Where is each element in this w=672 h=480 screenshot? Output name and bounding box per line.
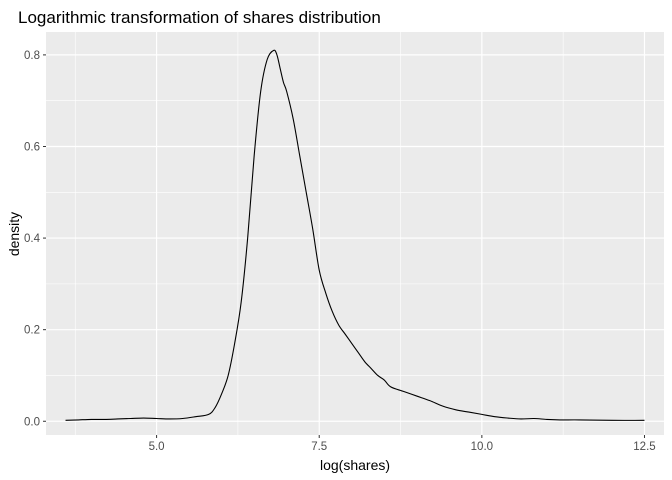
x-tick-label: 12.5 [633,441,655,453]
x-tick-label: 10.0 [471,441,493,453]
chart-title: Logarithmic transformation of shares dis… [18,8,381,27]
major-gridlines [46,32,664,435]
density-line [65,49,645,421]
x-tick-label: 5.0 [149,441,165,453]
y-axis-ticks: 0.0 0.2 0.4 0.6 0.8 [24,50,46,428]
x-axis-title: log(shares) [320,457,390,473]
y-tick-label: 0.4 [24,233,41,245]
y-tick-label: 0.8 [24,50,40,62]
y-tick-label: 0.6 [24,141,40,153]
x-axis-ticks: 5.0 7.5 10.0 12.5 [149,435,656,453]
y-tick-label: 0.0 [24,416,40,428]
y-axis-title: density [6,212,22,256]
x-tick-label: 7.5 [311,441,327,453]
minor-gridlines [46,32,664,435]
y-tick-label: 0.2 [24,325,40,337]
plot-panel [46,32,664,435]
